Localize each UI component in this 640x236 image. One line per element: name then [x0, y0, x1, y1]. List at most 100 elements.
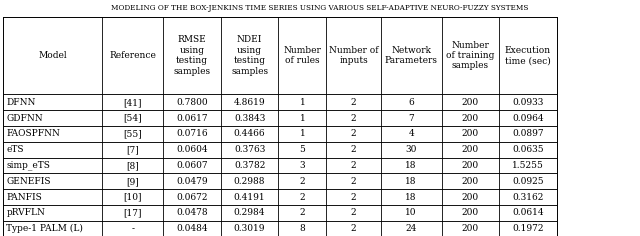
Text: 0.3162: 0.3162 — [512, 193, 544, 202]
Text: 0.1972: 0.1972 — [512, 224, 544, 233]
Text: 18: 18 — [406, 161, 417, 170]
Text: 0.0716: 0.0716 — [176, 129, 208, 139]
Text: 0.0925: 0.0925 — [512, 177, 544, 186]
Text: Number
of training
samples: Number of training samples — [446, 41, 495, 70]
Text: 1: 1 — [300, 129, 305, 139]
Bar — [3, 205, 557, 221]
Text: [8]: [8] — [127, 161, 139, 170]
Text: 0.0933: 0.0933 — [512, 98, 544, 107]
Text: 2: 2 — [351, 129, 356, 139]
Text: 200: 200 — [462, 129, 479, 139]
Text: 0.0604: 0.0604 — [176, 145, 208, 154]
Text: 200: 200 — [462, 98, 479, 107]
Text: 0.0635: 0.0635 — [512, 145, 544, 154]
Text: [10]: [10] — [124, 193, 142, 202]
Text: NDEI
using
testing
samples: NDEI using testing samples — [231, 35, 268, 76]
Text: 2: 2 — [351, 177, 356, 186]
Text: PANFIS: PANFIS — [6, 193, 42, 202]
Text: [54]: [54] — [124, 114, 142, 123]
Text: 0.0484: 0.0484 — [176, 224, 208, 233]
Text: 0.0964: 0.0964 — [512, 114, 544, 123]
Text: -: - — [131, 224, 134, 233]
Text: 7: 7 — [408, 114, 414, 123]
Text: [41]: [41] — [124, 98, 142, 107]
Text: simp_eTS: simp_eTS — [6, 161, 51, 170]
Text: 0.2984: 0.2984 — [234, 208, 266, 218]
Text: Number of
inputs: Number of inputs — [329, 46, 378, 65]
Text: 0.0479: 0.0479 — [176, 177, 208, 186]
Text: 200: 200 — [462, 145, 479, 154]
Text: 0.0672: 0.0672 — [176, 193, 208, 202]
Text: 2: 2 — [300, 177, 305, 186]
Text: [55]: [55] — [124, 129, 142, 139]
Bar — [3, 142, 557, 158]
Text: 3: 3 — [300, 161, 305, 170]
Text: eTS: eTS — [6, 145, 24, 154]
Text: 200: 200 — [462, 208, 479, 218]
Text: 1: 1 — [300, 98, 305, 107]
Text: GDFNN: GDFNN — [6, 114, 43, 123]
Text: 18: 18 — [406, 193, 417, 202]
Bar — [3, 126, 557, 142]
Bar — [3, 158, 557, 173]
Bar — [3, 173, 557, 189]
Text: 0.3763: 0.3763 — [234, 145, 266, 154]
Text: 200: 200 — [462, 161, 479, 170]
Text: 30: 30 — [406, 145, 417, 154]
Text: Network
Parameters: Network Parameters — [385, 46, 438, 65]
Text: 2: 2 — [351, 193, 356, 202]
Text: Reference: Reference — [109, 51, 156, 60]
Text: [17]: [17] — [124, 208, 142, 218]
Text: 200: 200 — [462, 224, 479, 233]
Text: 4: 4 — [408, 129, 414, 139]
Text: [9]: [9] — [127, 177, 139, 186]
Text: 0.3782: 0.3782 — [234, 161, 266, 170]
Text: 0.0897: 0.0897 — [512, 129, 544, 139]
Text: DFNN: DFNN — [6, 98, 36, 107]
Text: GENEFIS: GENEFIS — [6, 177, 51, 186]
Text: 2: 2 — [351, 98, 356, 107]
Text: MODELING OF THE BOX-JENKINS TIME SERIES USING VARIOUS SELF-ADAPTIVE NEURO-FUZZY : MODELING OF THE BOX-JENKINS TIME SERIES … — [111, 4, 529, 12]
Text: 2: 2 — [300, 208, 305, 218]
Text: 0.3019: 0.3019 — [234, 224, 266, 233]
Text: 200: 200 — [462, 193, 479, 202]
Text: 10: 10 — [406, 208, 417, 218]
Text: RMSE
using
testing
samples: RMSE using testing samples — [173, 35, 211, 76]
Text: 2: 2 — [351, 224, 356, 233]
Text: 6: 6 — [408, 98, 414, 107]
Text: 0.0614: 0.0614 — [512, 208, 544, 218]
Text: 5: 5 — [300, 145, 305, 154]
Bar — [3, 189, 557, 205]
Text: Execution
time (sec): Execution time (sec) — [505, 46, 551, 65]
Text: 2: 2 — [351, 161, 356, 170]
Text: 0.0607: 0.0607 — [176, 161, 208, 170]
Text: 0.4191: 0.4191 — [234, 193, 266, 202]
Text: 0.7800: 0.7800 — [176, 98, 208, 107]
Text: Type-1 PALM (L): Type-1 PALM (L) — [6, 224, 83, 233]
Text: 1.5255: 1.5255 — [512, 161, 544, 170]
Text: 2: 2 — [351, 114, 356, 123]
Text: Number
of rules: Number of rules — [284, 46, 321, 65]
Text: 2: 2 — [351, 208, 356, 218]
Text: [7]: [7] — [127, 145, 139, 154]
Text: 24: 24 — [406, 224, 417, 233]
Text: 0.4466: 0.4466 — [234, 129, 266, 139]
Text: 0.2988: 0.2988 — [234, 177, 266, 186]
Text: 2: 2 — [351, 145, 356, 154]
Text: 8: 8 — [300, 224, 305, 233]
Text: 1: 1 — [300, 114, 305, 123]
Text: 18: 18 — [406, 177, 417, 186]
Text: 0.3843: 0.3843 — [234, 114, 266, 123]
Text: 4.8619: 4.8619 — [234, 98, 266, 107]
Text: pRVFLN: pRVFLN — [6, 208, 45, 218]
Bar — [3, 221, 557, 236]
Text: 0.0617: 0.0617 — [176, 114, 208, 123]
Text: 2: 2 — [300, 193, 305, 202]
Text: Model: Model — [38, 51, 67, 60]
Bar — [3, 17, 557, 94]
Bar — [3, 94, 557, 110]
Text: 0.0478: 0.0478 — [176, 208, 208, 218]
Text: 200: 200 — [462, 177, 479, 186]
Text: FAOSPFNN: FAOSPFNN — [6, 129, 60, 139]
Bar — [3, 110, 557, 126]
